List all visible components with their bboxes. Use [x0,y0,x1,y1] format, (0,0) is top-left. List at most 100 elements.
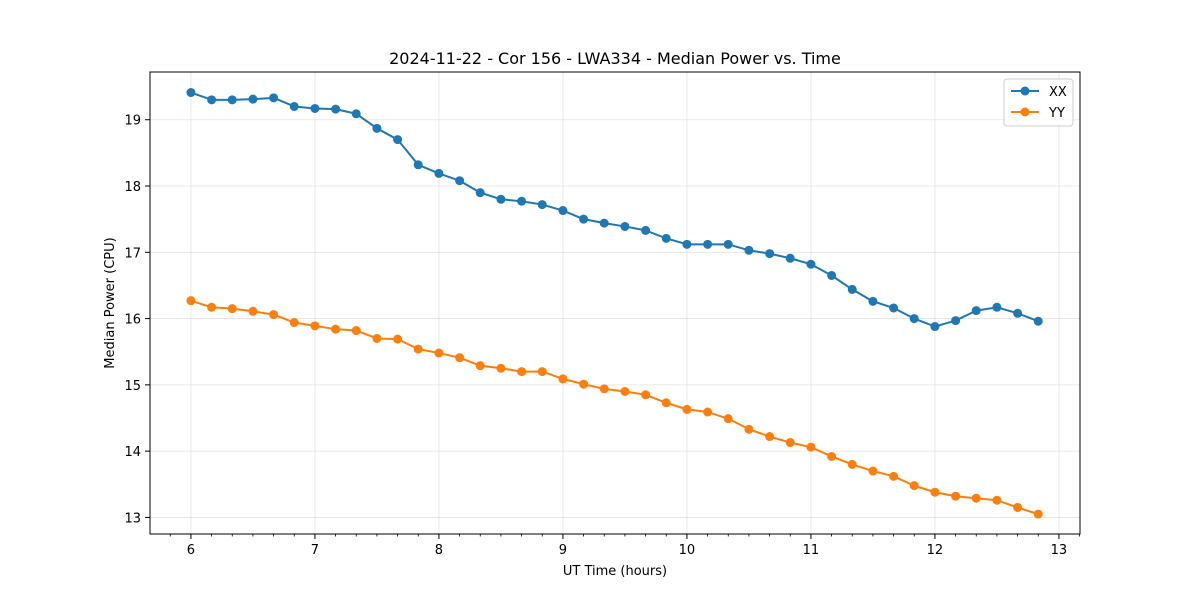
data-point-yy-15 [496,363,506,373]
data-point-yy-18 [558,374,568,384]
data-point-xx-17 [537,200,547,210]
data-point-xx-36 [930,322,940,332]
legend-label-yy: YY [1048,106,1065,121]
data-point-xx-28 [765,249,775,259]
data-point-xx-41 [1033,316,1043,326]
data-point-xx-29 [785,253,795,263]
data-point-xx-5 [289,101,299,111]
data-point-xx-26 [723,239,733,249]
data-point-yy-7 [331,324,341,334]
data-point-yy-25 [703,407,713,417]
grid [150,72,1080,534]
y-tick-label-18: 18 [124,180,141,195]
data-point-yy-5 [289,318,299,328]
data-point-yy-33 [868,466,878,476]
y-tick-label-19: 19 [124,114,141,129]
series-yy [186,296,1043,519]
data-point-xx-40 [1013,308,1023,318]
data-point-xx-3 [248,94,258,104]
data-point-xx-12 [434,168,444,178]
data-point-yy-34 [889,471,899,481]
plot-area-frame [149,71,1081,535]
data-point-xx-20 [599,218,609,228]
data-point-xx-23 [661,233,671,243]
series-layer [186,88,1043,519]
data-point-xx-13 [455,176,465,186]
data-point-xx-31 [827,270,837,280]
data-point-xx-19 [579,214,589,224]
x-tick-label-10: 10 [679,543,696,558]
data-point-yy-27 [744,424,754,434]
axis-ticks: 6 7 8 9 10 11 12 13 13 14 15 16 17 18 19 [124,114,1080,558]
data-point-xx-2 [227,95,237,105]
data-point-xx-34 [889,303,899,313]
data-point-yy-6 [310,321,320,331]
data-point-xx-25 [703,239,713,249]
data-point-yy-14 [475,361,485,371]
data-point-xx-32 [847,284,857,294]
legend-marker-yy [1020,107,1030,117]
data-point-yy-16 [517,367,527,377]
data-point-yy-2 [227,304,237,314]
data-point-yy-35 [909,481,919,491]
data-point-yy-37 [951,491,961,501]
data-point-xx-11 [413,160,423,170]
data-point-yy-19 [579,379,589,389]
x-axis-label: UT Time (hours) [563,564,667,579]
x-tick-label-9: 9 [559,543,567,558]
data-point-xx-18 [558,206,568,216]
data-point-yy-0 [186,296,196,306]
data-point-yy-39 [992,495,1002,505]
x-tick-label-8: 8 [435,543,443,558]
data-point-xx-8 [351,109,361,119]
data-point-xx-4 [269,93,279,103]
data-point-xx-9 [372,123,382,133]
x-tick-label-12: 12 [927,543,944,558]
x-tick-label-11: 11 [803,543,820,558]
data-point-xx-10 [393,135,403,145]
data-point-yy-20 [599,384,609,394]
data-point-xx-0 [186,88,196,98]
data-point-yy-13 [455,353,465,363]
data-point-xx-30 [806,259,816,269]
data-point-xx-7 [331,104,341,114]
legend-entry-yy: YY [1011,106,1065,121]
data-point-yy-30 [806,442,816,452]
data-point-yy-17 [537,367,547,377]
data-point-yy-10 [393,334,403,344]
x-tick-label-13: 13 [1051,543,1068,558]
data-point-yy-31 [827,451,837,461]
data-point-xx-24 [682,239,692,249]
data-point-yy-24 [682,404,692,414]
data-point-yy-29 [785,438,795,448]
data-point-yy-12 [434,348,444,358]
data-point-xx-22 [641,225,651,235]
data-point-yy-1 [207,302,217,312]
series-xx [186,88,1043,332]
data-point-xx-33 [868,296,878,306]
data-point-xx-14 [475,188,485,198]
data-point-yy-26 [723,414,733,424]
data-point-xx-39 [992,302,1002,312]
data-point-xx-27 [744,245,754,255]
data-point-xx-38 [971,306,981,316]
legend-marker-xx [1020,86,1030,96]
data-point-yy-22 [641,390,651,400]
y-axis-label: Median Power (CPU) [103,237,118,368]
data-point-xx-21 [620,221,630,231]
data-point-yy-21 [620,386,630,396]
y-tick-label-13: 13 [124,511,141,526]
data-point-yy-23 [661,398,671,408]
y-tick-label-16: 16 [124,313,141,328]
data-point-xx-37 [951,316,961,326]
data-point-yy-32 [847,459,857,469]
legend: XX YY [1003,78,1074,127]
data-point-yy-41 [1033,509,1043,519]
y-tick-label-14: 14 [124,445,141,460]
data-point-yy-40 [1013,502,1023,512]
data-point-yy-4 [269,310,279,320]
data-point-yy-9 [372,333,382,343]
data-point-xx-6 [310,103,320,113]
